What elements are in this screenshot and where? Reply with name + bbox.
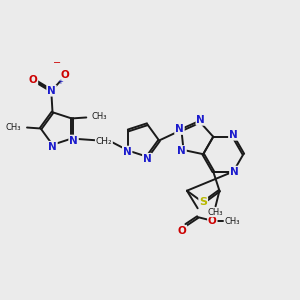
Text: O: O [61, 70, 70, 80]
Text: CH₃: CH₃ [91, 112, 107, 121]
Text: O: O [208, 216, 217, 226]
Text: N: N [175, 124, 184, 134]
Text: N: N [143, 154, 152, 164]
Text: N: N [177, 146, 186, 156]
Text: −: − [53, 58, 62, 68]
Text: S: S [199, 196, 207, 206]
Text: N: N [69, 136, 78, 146]
Text: N: N [48, 142, 57, 152]
Text: CH₂: CH₂ [96, 137, 112, 146]
Text: N: N [230, 167, 239, 177]
Text: O: O [28, 75, 37, 85]
Text: +: + [57, 79, 63, 85]
Text: N: N [123, 146, 132, 157]
Text: CH₃: CH₃ [6, 123, 21, 132]
Text: CH₃: CH₃ [208, 208, 223, 217]
Text: N: N [196, 115, 205, 125]
Text: O: O [178, 226, 186, 236]
Text: N: N [229, 130, 238, 140]
Text: CH₃: CH₃ [224, 217, 240, 226]
Text: N: N [47, 86, 56, 96]
